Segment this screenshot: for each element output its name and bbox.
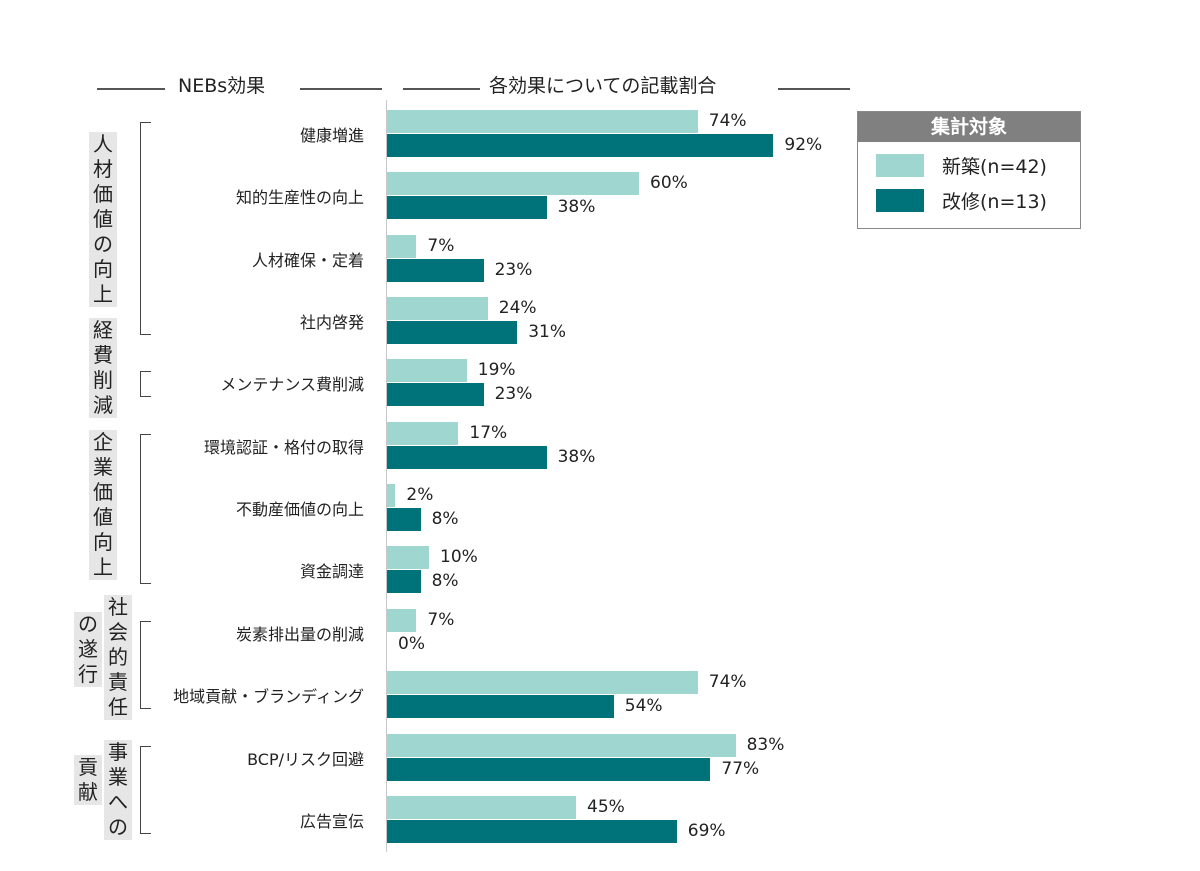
category-label: 健康増進 bbox=[299, 126, 364, 145]
legend-label: 新築(n=42) bbox=[942, 156, 1047, 178]
data-label: 92% bbox=[784, 135, 823, 155]
category-label: 資金調達 bbox=[299, 562, 364, 582]
group-label: 事業への bbox=[104, 740, 132, 840]
category-label: 不動産価値の向上 bbox=[235, 500, 364, 520]
data-label: 7% bbox=[427, 235, 455, 256]
bar-new bbox=[387, 671, 698, 695]
bar-renovation bbox=[387, 134, 774, 157]
bar-new bbox=[387, 110, 698, 133]
legend-item: 新築(n=42) bbox=[876, 152, 1047, 179]
data-label: 7% bbox=[427, 609, 455, 630]
category-label: 知的生産性の向上 bbox=[235, 188, 364, 208]
bar-renovation bbox=[387, 695, 614, 719]
bar-renovation bbox=[387, 508, 421, 532]
category-label: メンテナンス費削減 bbox=[220, 375, 364, 395]
category-label: BCP/リスク回避 bbox=[247, 749, 364, 769]
group-bracket bbox=[140, 371, 151, 398]
category-label: 炭素排出量の削減 bbox=[235, 624, 364, 644]
legend-title: 集計対象 bbox=[858, 112, 1080, 142]
bar-new bbox=[387, 421, 459, 445]
group-label: 企業価値向上 bbox=[89, 430, 117, 580]
group-bracket bbox=[140, 745, 151, 834]
data-label: 45% bbox=[587, 796, 625, 817]
category-label: 人材確保・定着 bbox=[251, 250, 364, 270]
data-label: 83% bbox=[746, 734, 785, 755]
data-label: 10% bbox=[440, 547, 478, 568]
bar-renovation bbox=[387, 321, 518, 345]
legend: 集計対象 新築(n=42) 改修(n=13) bbox=[857, 111, 1081, 229]
legend-swatch bbox=[876, 154, 924, 177]
data-label: 54% bbox=[624, 696, 663, 717]
header-rule bbox=[778, 88, 850, 90]
legend-item: 改修(n=13) bbox=[876, 187, 1047, 214]
data-label: 8% bbox=[431, 571, 459, 592]
header-left: NEBs効果 bbox=[178, 75, 266, 97]
data-label: 38% bbox=[557, 197, 596, 218]
legend-swatch bbox=[876, 189, 924, 212]
data-label: 0% bbox=[398, 633, 425, 654]
bar-new bbox=[387, 733, 736, 757]
data-label: 60% bbox=[650, 173, 688, 194]
bar-new bbox=[387, 359, 467, 383]
category-label: 地域貢献・ブランディング bbox=[173, 687, 364, 707]
bar-renovation bbox=[387, 819, 677, 843]
category-label: 広告宣伝 bbox=[299, 811, 364, 831]
data-label: 31% bbox=[528, 322, 566, 343]
bar-new bbox=[387, 546, 429, 570]
group-label: 経費削減 bbox=[89, 318, 117, 418]
bar-new bbox=[387, 608, 417, 632]
data-label: 38% bbox=[557, 446, 596, 467]
bar-renovation bbox=[387, 383, 484, 407]
group-bracket bbox=[140, 620, 151, 710]
bar-renovation bbox=[387, 570, 421, 594]
category-axis bbox=[386, 100, 387, 852]
data-label: 74% bbox=[708, 111, 747, 131]
bar-new bbox=[387, 297, 488, 321]
category-label: 環境認証・格付の取得 bbox=[203, 437, 364, 457]
bar-new bbox=[387, 795, 576, 819]
header-right: 各効果についての記載割合 bbox=[489, 75, 717, 97]
bar-new bbox=[387, 484, 396, 508]
legend-label: 改修(n=13) bbox=[942, 191, 1047, 213]
group-label: 社会的責任 bbox=[104, 595, 132, 720]
group-label: 貢献 bbox=[74, 755, 102, 805]
category-label: 社内啓発 bbox=[299, 313, 364, 333]
group-label: の遂行 bbox=[74, 612, 102, 687]
data-label: 17% bbox=[469, 422, 508, 443]
data-label: 19% bbox=[477, 360, 516, 381]
group-bracket bbox=[140, 433, 151, 585]
bar-renovation bbox=[387, 196, 547, 220]
data-label: 74% bbox=[708, 672, 747, 693]
data-label: 8% bbox=[431, 509, 459, 530]
bar-renovation bbox=[387, 757, 711, 781]
header-rule bbox=[97, 88, 165, 90]
bar-new bbox=[387, 234, 417, 258]
data-label: 77% bbox=[721, 758, 760, 779]
data-label: 23% bbox=[494, 384, 533, 405]
bar-renovation bbox=[387, 258, 484, 282]
group-bracket bbox=[140, 122, 151, 336]
header-rule bbox=[300, 88, 382, 90]
data-label: 69% bbox=[687, 820, 726, 841]
bar-new bbox=[387, 172, 639, 196]
data-label: 2% bbox=[406, 485, 434, 506]
header-rule bbox=[403, 88, 480, 90]
data-label: 24% bbox=[498, 298, 537, 319]
bar-renovation bbox=[387, 445, 547, 469]
group-label: 人材価値の向上 bbox=[89, 132, 117, 307]
data-label: 23% bbox=[494, 259, 533, 280]
